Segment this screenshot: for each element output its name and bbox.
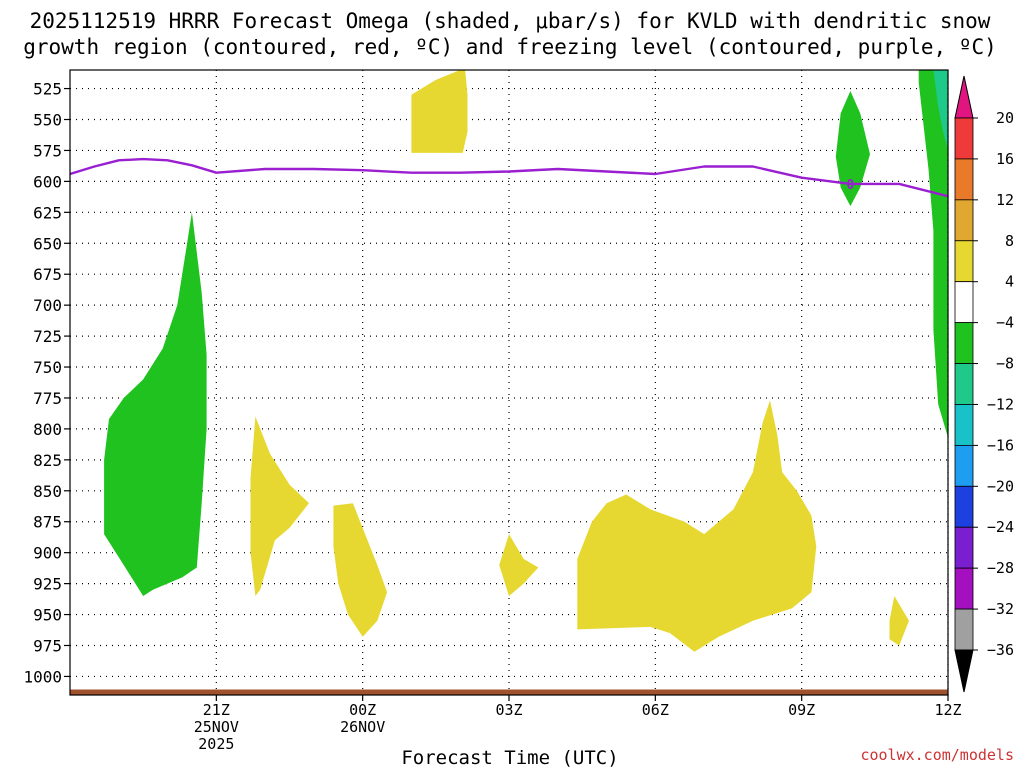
colorbar-top-arrow — [954, 75, 974, 119]
colorbar-label-13: −36 — [987, 641, 1014, 659]
freezing-level-line — [70, 157, 948, 198]
omega-region-1 — [250, 416, 309, 596]
x-tick-label-12Z-0: 12Z — [934, 701, 961, 719]
y-tick-label-950: 950 — [33, 606, 62, 625]
colorbar-label-2: 12 — [996, 191, 1014, 209]
colorbar-box-12 — [954, 567, 974, 610]
omega-region-2 — [333, 503, 388, 637]
y-tick-label-750: 750 — [33, 358, 62, 377]
chart-title-line2: growth region (contoured, red, ºC) and f… — [23, 35, 997, 59]
y-tick-label-725: 725 — [33, 327, 62, 346]
y-tick-label-600: 600 — [33, 172, 62, 191]
colorbar-box-5 — [954, 281, 974, 324]
colorbar-box-13 — [954, 608, 974, 651]
colorbar-label-5: −4 — [996, 314, 1014, 332]
y-tick-label-625: 625 — [33, 203, 62, 222]
y-tick-label-925: 925 — [33, 575, 62, 594]
omega-region-4 — [499, 534, 539, 596]
x-tick-label-21Z-0: 21Z — [203, 701, 230, 719]
credit-link[interactable]: coolwx.com/models — [860, 746, 1014, 764]
colorbar-box-8 — [954, 404, 974, 446]
y-tick-label-800: 800 — [33, 420, 62, 439]
x-tick-label-06Z-0: 06Z — [642, 701, 669, 719]
x-tick-label-21Z-1: 25NOV — [194, 718, 239, 736]
y-tick-label-525: 525 — [33, 80, 62, 99]
colorbar-label-11: −28 — [987, 559, 1014, 577]
colorbar: 20 16 12 8 4 −4 −8 −12 −16 −20 −24 −28 −32 −36 — [954, 75, 1014, 693]
colorbar-box-7 — [954, 363, 974, 405]
colorbar-label-6: −8 — [996, 355, 1014, 373]
y-tick-label-575: 575 — [33, 141, 62, 160]
x-tick-label-21Z-2: 2025 — [198, 735, 234, 753]
y-tick-label-875: 875 — [33, 513, 62, 532]
colorbar-label-8: −16 — [987, 436, 1014, 454]
y-tick-label-825: 825 — [33, 451, 62, 470]
omega-region-5 — [577, 400, 817, 652]
x-tick-label-00Z-0: 00Z — [349, 701, 376, 719]
y-tick-label-900: 900 — [33, 544, 62, 563]
y-tick-label-850: 850 — [33, 482, 62, 501]
plot-area: 0 525 550 575 600 625 650 675 700 725 750 775 800 825… — [23, 69, 962, 753]
y-tick-label-1000: 1000 — [23, 667, 62, 686]
omega-region-6 — [889, 596, 909, 646]
chart-title-line1: 2025112519 HRRR Forecast Omega (shaded, … — [30, 9, 991, 33]
colorbar-box-2 — [954, 158, 974, 201]
x-tick-label-09Z-0: 09Z — [788, 701, 815, 719]
omega-region-9 — [933, 70, 948, 151]
x-axis-title: Forecast Time (UTC) — [401, 747, 618, 768]
y-tick-label-650: 650 — [33, 234, 62, 253]
y-axis: 525 550 575 600 625 650 675 700 725 750 775 800 825 8… — [23, 80, 70, 686]
y-tick-label-550: 550 — [33, 111, 62, 130]
colorbar-box-1 — [954, 117, 974, 160]
colorbar-label-3: 8 — [1005, 232, 1014, 250]
colorbar-box-4 — [954, 240, 974, 283]
colorbar-label-4: 4 — [1005, 273, 1014, 291]
y-tick-label-700: 700 — [33, 296, 62, 315]
omega-region-8 — [918, 70, 948, 438]
colorbar-label-0: 20 — [996, 109, 1014, 127]
omega-region-0 — [104, 212, 207, 597]
colorbar-label-1: 16 — [996, 150, 1014, 168]
colorbar-label-12: −32 — [987, 600, 1014, 618]
omega-region-7 — [835, 91, 870, 207]
y-tick-label-975: 975 — [33, 636, 62, 655]
data-layer: 0 — [70, 70, 948, 695]
colorbar-box-3 — [954, 199, 974, 242]
x-tick-label-00Z-1: 26NOV — [340, 718, 385, 736]
colorbar-bottom-arrow — [954, 649, 974, 693]
colorbar-box-9 — [954, 444, 974, 487]
y-tick-label-775: 775 — [33, 389, 62, 408]
colorbar-box-11 — [954, 526, 974, 569]
omega-region-3 — [411, 70, 468, 153]
colorbar-box-6 — [954, 322, 974, 364]
contour-label-0: 0 — [847, 178, 855, 193]
colorbar-label-9: −20 — [987, 477, 1014, 495]
colorbar-label-7: −12 — [987, 395, 1014, 413]
x-tick-label-03Z-0: 03Z — [495, 701, 522, 719]
y-tick-label-675: 675 — [33, 265, 62, 284]
colorbar-label-10: −24 — [987, 518, 1014, 536]
colorbar-box-10 — [954, 485, 974, 528]
